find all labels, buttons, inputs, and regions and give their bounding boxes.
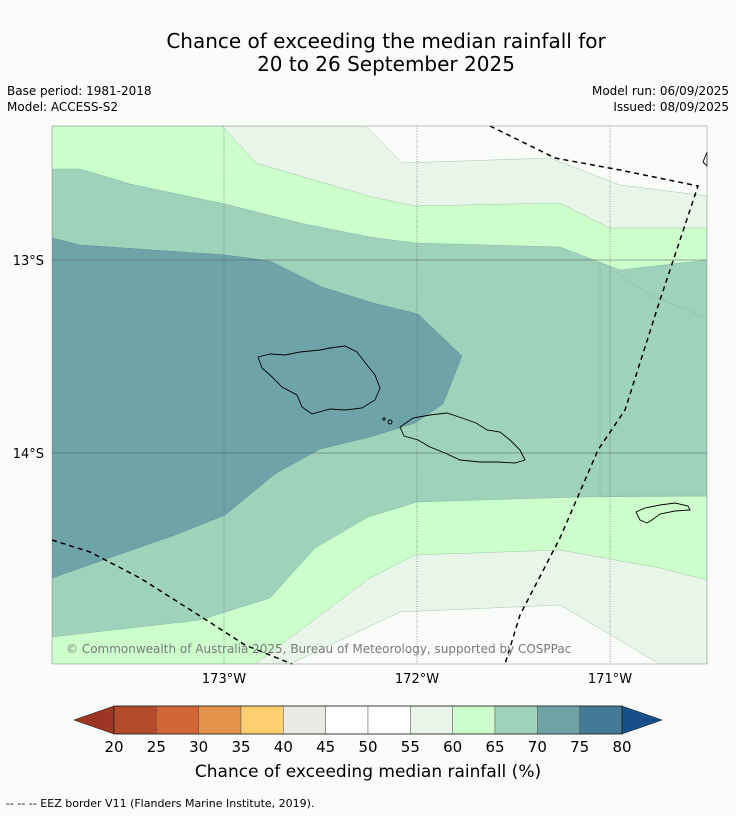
title-line-2: 20 to 26 September 2025: [257, 52, 515, 76]
map-title: Chance of exceeding the median rainfall …: [0, 30, 736, 76]
colorbar-tick-label: 20: [104, 738, 123, 756]
colorbar-outline: [113, 705, 623, 735]
islet-manono: [387, 419, 393, 425]
colorbar-segment: [156, 705, 199, 735]
coastlines: [257, 151, 708, 524]
model-run: Model run: 06/09/2025: [591, 84, 729, 98]
colorbar-segment: [283, 705, 326, 735]
colorbar-tick-label: 30: [189, 738, 208, 756]
colorbar-segment: [452, 705, 496, 735]
colorbar-tick-label: 70: [528, 738, 547, 756]
colorbar-label: Chance of exceeding median rainfall (%): [194, 762, 542, 782]
issued-date: Issued: 08/09/2025: [613, 100, 729, 114]
lat-label-14s: 14°S: [13, 447, 44, 462]
colorbar-segment: [240, 705, 284, 735]
colorbar-segment: [494, 705, 538, 735]
colorbar-segment: [113, 705, 157, 735]
island-tutuila: [635, 502, 691, 524]
lon-label-172w: 172°W: [395, 672, 439, 687]
lon-label-173w: 173°W: [202, 672, 246, 687]
lat-label-13s: 13°S: [13, 254, 44, 269]
colorbar-tick-label: 45: [316, 738, 335, 756]
colorbar-tick-label: 25: [147, 738, 166, 756]
colorbar-segment: [367, 705, 411, 735]
colorbar-segment: [537, 705, 580, 735]
eez-border-east: [489, 125, 699, 665]
colorbar: 20 25 30 35 40 45 50 55 60 65 70 75 80: [73, 705, 663, 756]
colorbar-tick-label: 50: [358, 738, 377, 756]
lon-label-171w: 171°W: [588, 672, 632, 687]
island-savaii: [257, 345, 381, 415]
islet-apolima: [382, 417, 386, 421]
colorbar-tick-label: 60: [443, 738, 462, 756]
colorbar-tick-label: 55: [401, 738, 420, 756]
colorbar-extend-high: [621, 705, 663, 735]
colorbar-segment: [325, 705, 369, 735]
contour-right-band: [599, 261, 707, 497]
base-period: Base period: 1981-2018: [7, 84, 152, 98]
colorbar-tick-label: 40: [274, 738, 293, 756]
colorbar-segment: [579, 705, 623, 735]
graticule: [52, 126, 707, 664]
colorbar-extend-low: [73, 705, 115, 735]
rainfall-contours: [52, 126, 707, 664]
colorbar-segment: [198, 705, 242, 735]
meta-right: Model run: 06/09/2025 Issued: 08/09/2025: [592, 83, 729, 115]
title-line-1: Chance of exceeding the median rainfall …: [166, 29, 606, 53]
colorbar-segment: [410, 705, 453, 735]
colorbar-tick-label: 80: [612, 738, 631, 756]
colorbar-tick-label: 35: [231, 738, 250, 756]
meta-left: Base period: 1981-2018 Model: ACCESS-S2: [7, 83, 152, 115]
colorbar-tick-label: 75: [570, 738, 589, 756]
eez-borders: [51, 125, 699, 665]
map-frame: [51, 125, 708, 665]
colorbar-tick-label: 65: [485, 738, 504, 756]
eez-footnote: -- -- -- EEZ border V11 (Flanders Marine…: [6, 797, 315, 810]
copyright-notice: © Commonwealth of Australia 2025, Bureau…: [66, 642, 571, 656]
island-upolu: [399, 412, 526, 464]
model-name: Model: ACCESS-S2: [7, 100, 119, 114]
eez-border-south: [51, 539, 293, 665]
